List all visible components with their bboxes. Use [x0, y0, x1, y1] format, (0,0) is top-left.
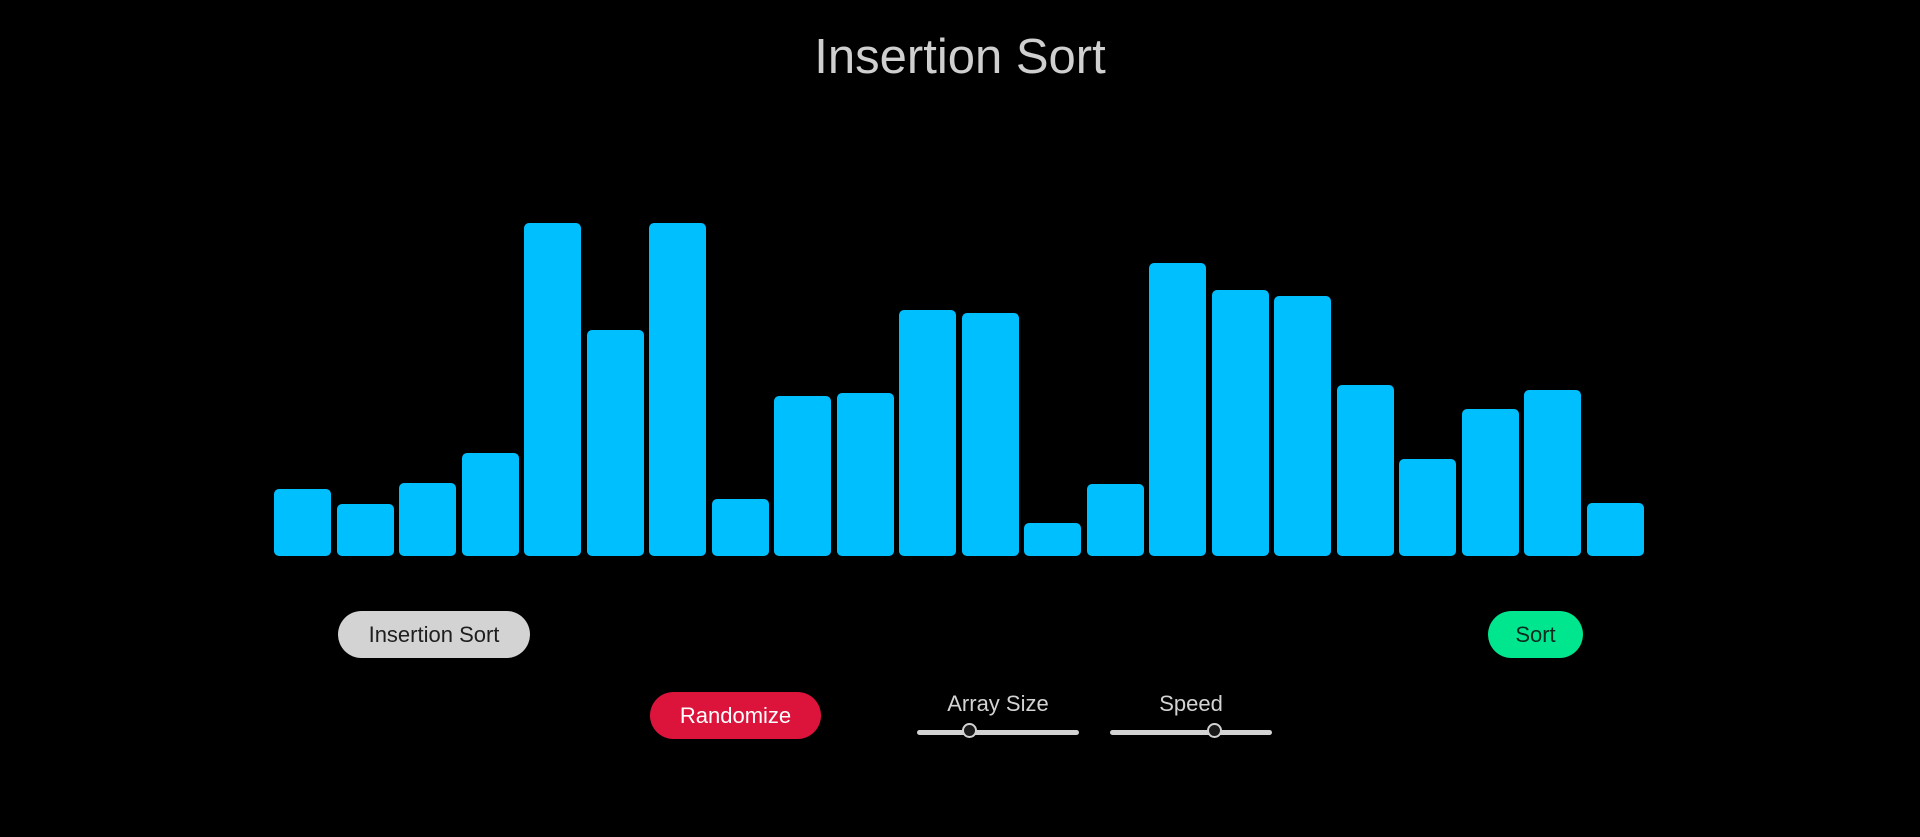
speed-slider[interactable] — [1110, 723, 1272, 738]
array-bar — [961, 312, 1019, 556]
array-bar — [274, 489, 331, 556]
array-size-slider[interactable] — [917, 723, 1079, 738]
array-bar — [1274, 296, 1331, 556]
array-bar — [399, 482, 456, 556]
array-bar — [1399, 459, 1456, 556]
array-bar — [461, 452, 519, 556]
array-size-slider-group: Array Size — [917, 690, 1079, 738]
array-bar — [836, 392, 894, 556]
array-bar — [1086, 484, 1144, 556]
array-size-label: Array Size — [947, 691, 1049, 716]
array-size-slider-thumb[interactable] — [962, 723, 978, 738]
array-bar — [1024, 522, 1081, 556]
array-bar — [1524, 389, 1581, 556]
array-bar — [711, 499, 769, 556]
array-bar — [336, 504, 394, 556]
array-bar — [524, 223, 581, 556]
array-bar — [1461, 409, 1519, 556]
sort-button[interactable]: Sort — [1488, 611, 1583, 658]
array-bar — [774, 396, 831, 556]
speed-slider-group: Speed — [1110, 690, 1272, 738]
array-bar — [649, 223, 706, 556]
array-bar — [586, 329, 644, 556]
array-bar — [1336, 384, 1394, 556]
array-bar — [1149, 262, 1206, 556]
randomize-button[interactable]: Randomize — [650, 692, 821, 739]
algorithm-select-button[interactable]: Insertion Sort — [338, 611, 530, 658]
array-bar — [899, 309, 956, 556]
speed-label: Speed — [1159, 691, 1223, 716]
array-bar — [1586, 502, 1644, 556]
page-title: Insertion Sort — [814, 30, 1106, 84]
speed-slider-thumb[interactable] — [1207, 723, 1223, 738]
bar-chart — [274, 160, 1646, 556]
array-bar — [1211, 289, 1269, 556]
